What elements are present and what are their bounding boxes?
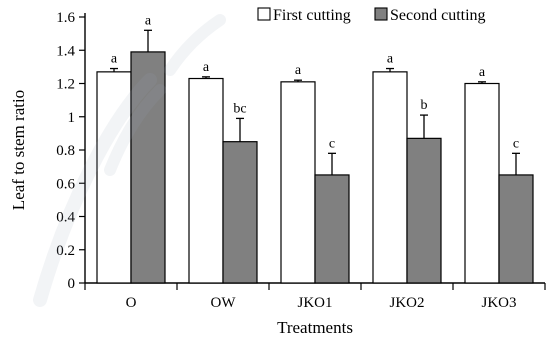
bar	[372, 71, 408, 284]
bar	[96, 71, 132, 284]
significance-label: a	[111, 52, 118, 67]
y-tick-label: 0.6	[56, 176, 75, 192]
bar	[406, 137, 442, 284]
y-tick-label: 1.6	[56, 10, 75, 26]
x-tick-label: JKO1	[297, 295, 332, 311]
significance-label: a	[479, 65, 486, 80]
bar	[130, 51, 166, 284]
legend-swatch	[257, 7, 271, 21]
legend-label: Second cutting	[390, 7, 486, 24]
y-tick-label: 1.4	[56, 43, 75, 59]
bar	[280, 81, 316, 284]
y-tick-label: 0	[68, 276, 76, 292]
x-tick-label: JKO2	[389, 295, 424, 311]
significance-label: bc	[233, 101, 246, 116]
significance-label: c	[329, 136, 335, 151]
bar	[188, 77, 224, 284]
bar	[464, 82, 500, 284]
legend: First cutting Second cutting	[257, 7, 486, 24]
bar	[498, 174, 534, 284]
y-axis-title: Leaf to stem ratio	[9, 90, 28, 210]
y-tick-label: 0.8	[56, 143, 75, 159]
legend-swatch	[374, 7, 388, 21]
significance-label: a	[203, 60, 210, 75]
legend-label: First cutting	[273, 7, 351, 24]
y-tick-label: 0.4	[56, 210, 75, 226]
bar	[222, 141, 258, 284]
y-tick-label: 0.2	[56, 243, 75, 259]
significance-label: b	[421, 98, 428, 113]
x-tick-label: JKO3	[481, 295, 516, 311]
significance-label: a	[145, 13, 152, 28]
bar	[314, 174, 350, 284]
significance-label: a	[295, 63, 302, 78]
significance-label: a	[387, 52, 394, 67]
significance-label: c	[513, 136, 519, 151]
plot-area: 00.20.40.60.811.21.41.6OaaOWabcJKO1acJKO…	[56, 10, 546, 311]
y-tick-label: 1	[68, 110, 76, 126]
x-tick-label: OW	[211, 295, 237, 311]
y-tick-label: 1.2	[56, 77, 75, 93]
x-axis-title: Treatments	[277, 318, 353, 337]
x-tick-label: O	[126, 295, 137, 311]
